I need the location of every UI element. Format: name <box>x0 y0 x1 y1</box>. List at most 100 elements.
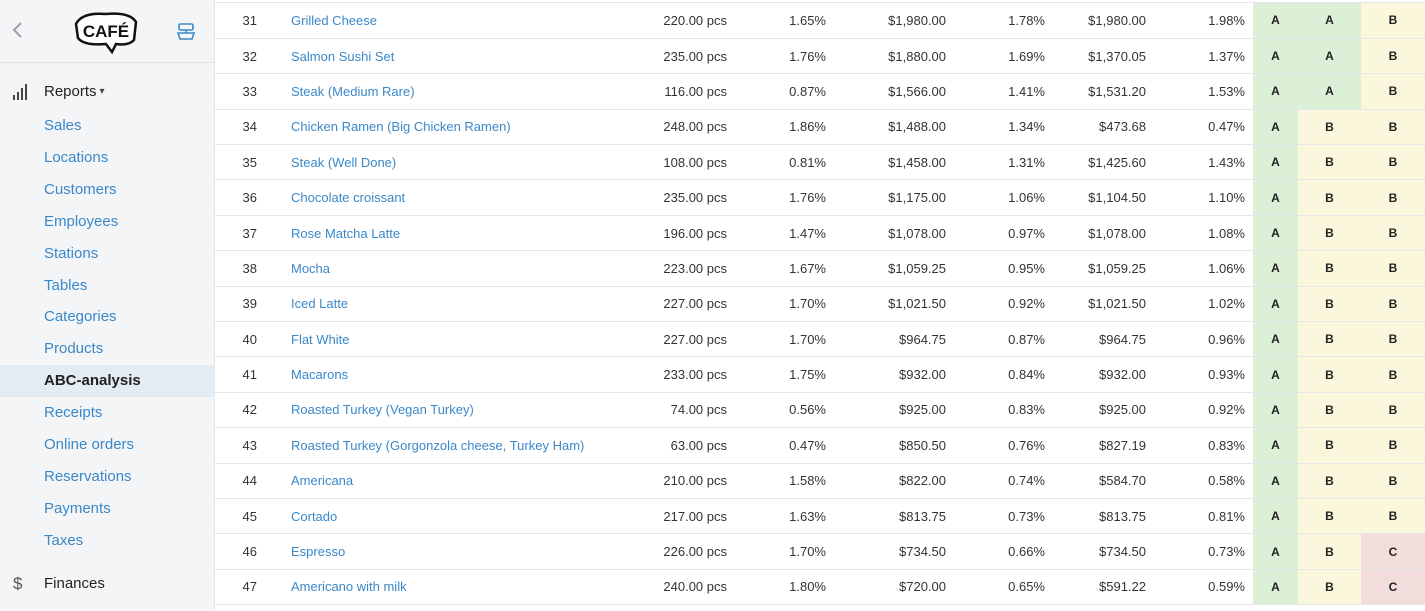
abc-profit-class: B <box>1361 498 1425 535</box>
profit-cell: $591.22 <box>1053 569 1154 606</box>
caret-down-icon: ▾ <box>99 86 105 97</box>
quantity-cell: 233.00 pcs <box>607 356 735 393</box>
sidebar-item-receipts[interactable]: Receipts <box>44 404 103 422</box>
bar-chart-icon <box>13 84 27 100</box>
product-link[interactable]: Flat White <box>291 331 350 347</box>
revenue-percent-cell: 1.69% <box>954 38 1053 75</box>
revenue-cell: $932.00 <box>834 356 954 393</box>
sidebar-item-reservations[interactable]: Reservations <box>44 467 132 485</box>
sidebar-item-finances[interactable]: Finances <box>44 575 105 592</box>
product-link[interactable]: Mocha <box>291 260 331 276</box>
profit-percent-cell: 1.53% <box>1154 73 1253 110</box>
quantity-cell: 220.00 pcs <box>607 3 735 39</box>
product-link[interactable]: Roasted Turkey (Vegan Turkey) <box>291 402 474 418</box>
product-link[interactable]: Americana <box>291 473 354 489</box>
product-link[interactable]: Rose Matcha Latte <box>291 225 401 241</box>
sidebar-item-stations[interactable]: Stations <box>44 244 99 262</box>
abc-profit-class: B <box>1361 73 1425 110</box>
product-link[interactable]: Roasted Turkey (Gorgonzola cheese, Turke… <box>291 437 585 453</box>
abc-revenue-class: B <box>1298 498 1361 535</box>
abc-profit-class: B <box>1361 427 1425 464</box>
product-name-cell: Rose Matcha Latte <box>267 215 607 252</box>
product-link[interactable]: Steak (Well Done) <box>291 154 397 170</box>
profit-cell: $1,425.60 <box>1053 144 1154 181</box>
product-link[interactable]: Iced Latte <box>291 296 349 312</box>
profit-percent-cell: 0.47% <box>1154 109 1253 146</box>
profit-percent-cell: 1.02% <box>1154 286 1253 323</box>
reports-section[interactable]: Reports ▾ <box>0 77 214 107</box>
abc-revenue-class: B <box>1298 215 1361 252</box>
table-row: 32 Salmon Sushi Set 235.00 pcs 1.76% $1,880.… <box>215 38 1425 75</box>
abc-revenue-class: B <box>1298 356 1361 393</box>
table-row: 42 Roasted Turkey (Vegan Turkey) 74.00 pcs… <box>215 392 1425 429</box>
revenue-cell: $850.50 <box>834 427 954 464</box>
table-row: 33 Steak (Medium Rare) 116.00 pcs 0.87% $1,5… <box>215 73 1425 110</box>
abc-profit-class: B <box>1361 38 1425 75</box>
sidebar-item-products[interactable]: Products <box>44 340 104 358</box>
product-link[interactable]: Americano with milk <box>291 579 407 595</box>
cash-register-icon[interactable] <box>176 21 196 41</box>
abc-revenue-class: B <box>1298 250 1361 287</box>
product-link[interactable]: Espresso <box>291 544 346 560</box>
table-row: 47 Americano with milk 240.00 pcs 1.80% $720… <box>215 569 1425 606</box>
row-number: 44 <box>215 463 267 499</box>
abc-revenue-class: B <box>1298 286 1361 323</box>
profit-percent-cell: 1.37% <box>1154 38 1253 75</box>
quantity-percent-cell: 1.65% <box>735 3 834 39</box>
row-number: 40 <box>215 321 267 358</box>
quantity-cell: 227.00 pcs <box>607 286 735 323</box>
chevron-left-icon[interactable] <box>10 20 26 40</box>
product-link[interactable]: Macarons <box>291 367 349 383</box>
sidebar-item-categories[interactable]: Categories <box>44 308 117 326</box>
sidebar-item-online-orders[interactable]: Online orders <box>44 436 135 453</box>
profit-percent-cell: 0.81% <box>1154 498 1253 535</box>
abc-quantity-class: A <box>1253 356 1298 393</box>
sidebar-item-taxes[interactable]: Taxes <box>44 531 84 549</box>
profit-cell: $1,059.25 <box>1053 250 1154 287</box>
sidebar-item-customers[interactable]: Customers <box>44 180 117 198</box>
profit-cell: $584.70 <box>1053 463 1154 499</box>
row-number: 34 <box>215 109 267 146</box>
revenue-percent-cell: 0.65% <box>954 569 1053 606</box>
product-link[interactable]: Chocolate croissant <box>291 190 406 206</box>
abc-profit-class: B <box>1361 356 1425 393</box>
abc-quantity-class: A <box>1253 250 1298 287</box>
revenue-percent-cell: 1.31% <box>954 144 1053 181</box>
product-name-cell: Macarons <box>267 356 607 393</box>
product-link[interactable]: Cortado <box>291 508 338 524</box>
product-link[interactable]: Salmon Sushi Set <box>291 48 395 64</box>
sidebar-item-abc-analysis[interactable]: ABC-analysis <box>0 365 214 398</box>
sidebar-item-tables[interactable]: Tables <box>44 276 88 294</box>
quantity-cell: 116.00 pcs <box>607 73 735 110</box>
profit-cell: $827.19 <box>1053 427 1154 464</box>
revenue-percent-cell: 0.73% <box>954 498 1053 535</box>
profit-percent-cell: 1.98% <box>1154 3 1253 39</box>
profit-percent-cell: 1.43% <box>1154 144 1253 181</box>
reports-label[interactable]: Reports ▾ <box>44 83 105 100</box>
sidebar-item-locations[interactable]: Locations <box>44 148 109 166</box>
product-name-cell: Iced Latte <box>267 286 607 323</box>
sidebar-item-payments[interactable]: Payments <box>44 499 111 517</box>
quantity-cell: 217.00 pcs <box>607 498 735 535</box>
table-row: 41 Macarons 233.00 pcs 1.75% $932.00 0.84% $93… <box>215 356 1425 393</box>
abc-profit-class: B <box>1361 109 1425 146</box>
abc-quantity-class: A <box>1253 144 1298 181</box>
abc-quantity-class: A <box>1253 427 1298 464</box>
quantity-percent-cell: 1.86% <box>735 109 834 146</box>
sidebar-item-sales[interactable]: Sales <box>44 117 82 134</box>
profit-percent-cell: 1.06% <box>1154 250 1253 287</box>
product-link[interactable]: Steak (Medium Rare) <box>291 83 415 99</box>
quantity-percent-cell: 1.70% <box>735 286 834 323</box>
abc-revenue-class: B <box>1298 321 1361 358</box>
sidebar-item-employees[interactable]: Employees <box>44 212 119 230</box>
product-link[interactable]: Grilled Cheese <box>291 12 377 28</box>
table-row: 36 Chocolate croissant 235.00 pcs 1.76% $1,1… <box>215 179 1425 216</box>
revenue-cell: $813.75 <box>834 498 954 535</box>
row-number: 41 <box>215 356 267 393</box>
profit-cell: $964.75 <box>1053 321 1154 358</box>
quantity-cell: 227.00 pcs <box>607 321 735 358</box>
product-link[interactable]: Chicken Ramen (Big Chicken Ramen) <box>291 119 511 135</box>
revenue-cell: $720.00 <box>834 569 954 606</box>
quantity-percent-cell: 1.76% <box>735 38 834 75</box>
revenue-percent-cell: 0.74% <box>954 463 1053 499</box>
